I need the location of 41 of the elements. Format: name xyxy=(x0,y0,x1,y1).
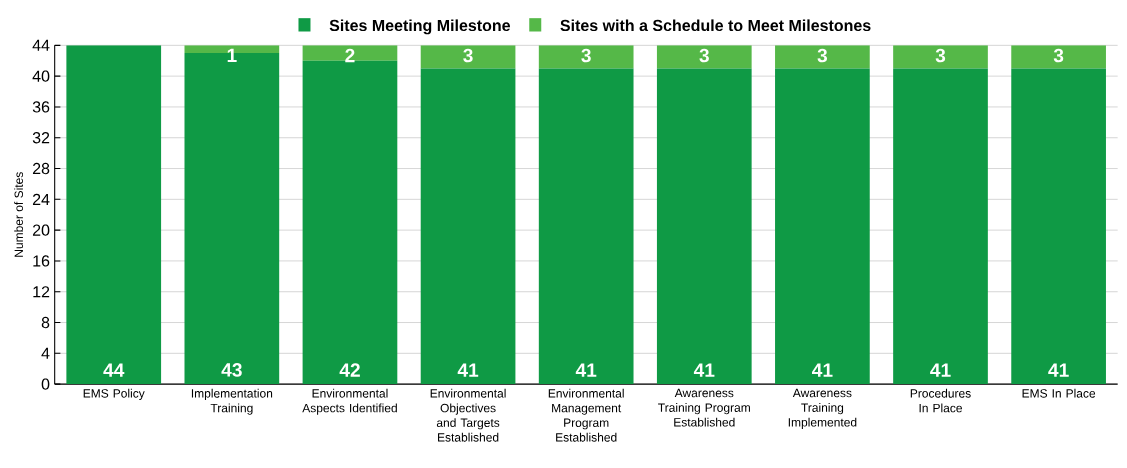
x-tick-label: Environmental Aspects Identified xyxy=(302,388,397,415)
x-tick-label: Awareness Training Implemented xyxy=(788,388,857,429)
y-tick-label: 20 xyxy=(32,224,50,236)
data-label: 3 xyxy=(463,48,473,63)
data-label: 41 xyxy=(930,363,951,377)
legend-label: Sites Meeting Milestone xyxy=(329,19,511,35)
data-label: 41 xyxy=(1048,363,1069,377)
y-tick-label: 36 xyxy=(32,101,50,113)
x-tick-label: EMS In Place xyxy=(1022,388,1096,398)
y-axis-title: Number of Sites xyxy=(14,172,24,257)
data-label: 41 xyxy=(693,363,715,377)
x-tick-label: Implementation Training xyxy=(191,388,273,415)
data-label: 3 xyxy=(699,48,709,63)
y-tick-label: 28 xyxy=(32,162,50,175)
x-tick-label: Environmental Objectives and Targets Established xyxy=(430,388,506,442)
data-label: 42 xyxy=(339,363,360,377)
y-tick-label: 40 xyxy=(32,70,50,82)
data-label: 41 xyxy=(812,363,833,377)
x-tick-label: Procedures In Place xyxy=(910,388,971,413)
data-label: 41 xyxy=(575,363,597,377)
data-label: 3 xyxy=(581,48,591,63)
x-tick-label: Awareness Training Program Established xyxy=(658,388,750,427)
data-label: 2 xyxy=(345,48,355,63)
data-label: 3 xyxy=(1053,48,1064,63)
y-tick-label: 12 xyxy=(33,286,50,298)
x-tick-label: EMS Policy xyxy=(83,388,145,400)
data-label: 1 xyxy=(227,48,237,62)
y-tick-label: 32 xyxy=(32,132,50,144)
y-tick-label: 4 xyxy=(41,347,50,359)
data-label: 41 xyxy=(457,363,479,377)
data-label: 44 xyxy=(103,363,125,377)
y-tick-label: 16 xyxy=(33,255,50,267)
data-label: 43 xyxy=(221,363,242,377)
legend-label: Sites with a Schedule to Meet Milestones xyxy=(560,19,871,32)
data-label: 3 xyxy=(935,48,946,63)
x-tick-label: Environmental Management Program Established xyxy=(548,388,624,442)
data-label: 3 xyxy=(817,48,828,63)
y-tick-label: 24 xyxy=(32,193,50,205)
y-tick-label: 8 xyxy=(41,316,50,329)
y-tick-label: 0 xyxy=(41,378,50,390)
y-tick-label: 44 xyxy=(32,39,50,51)
